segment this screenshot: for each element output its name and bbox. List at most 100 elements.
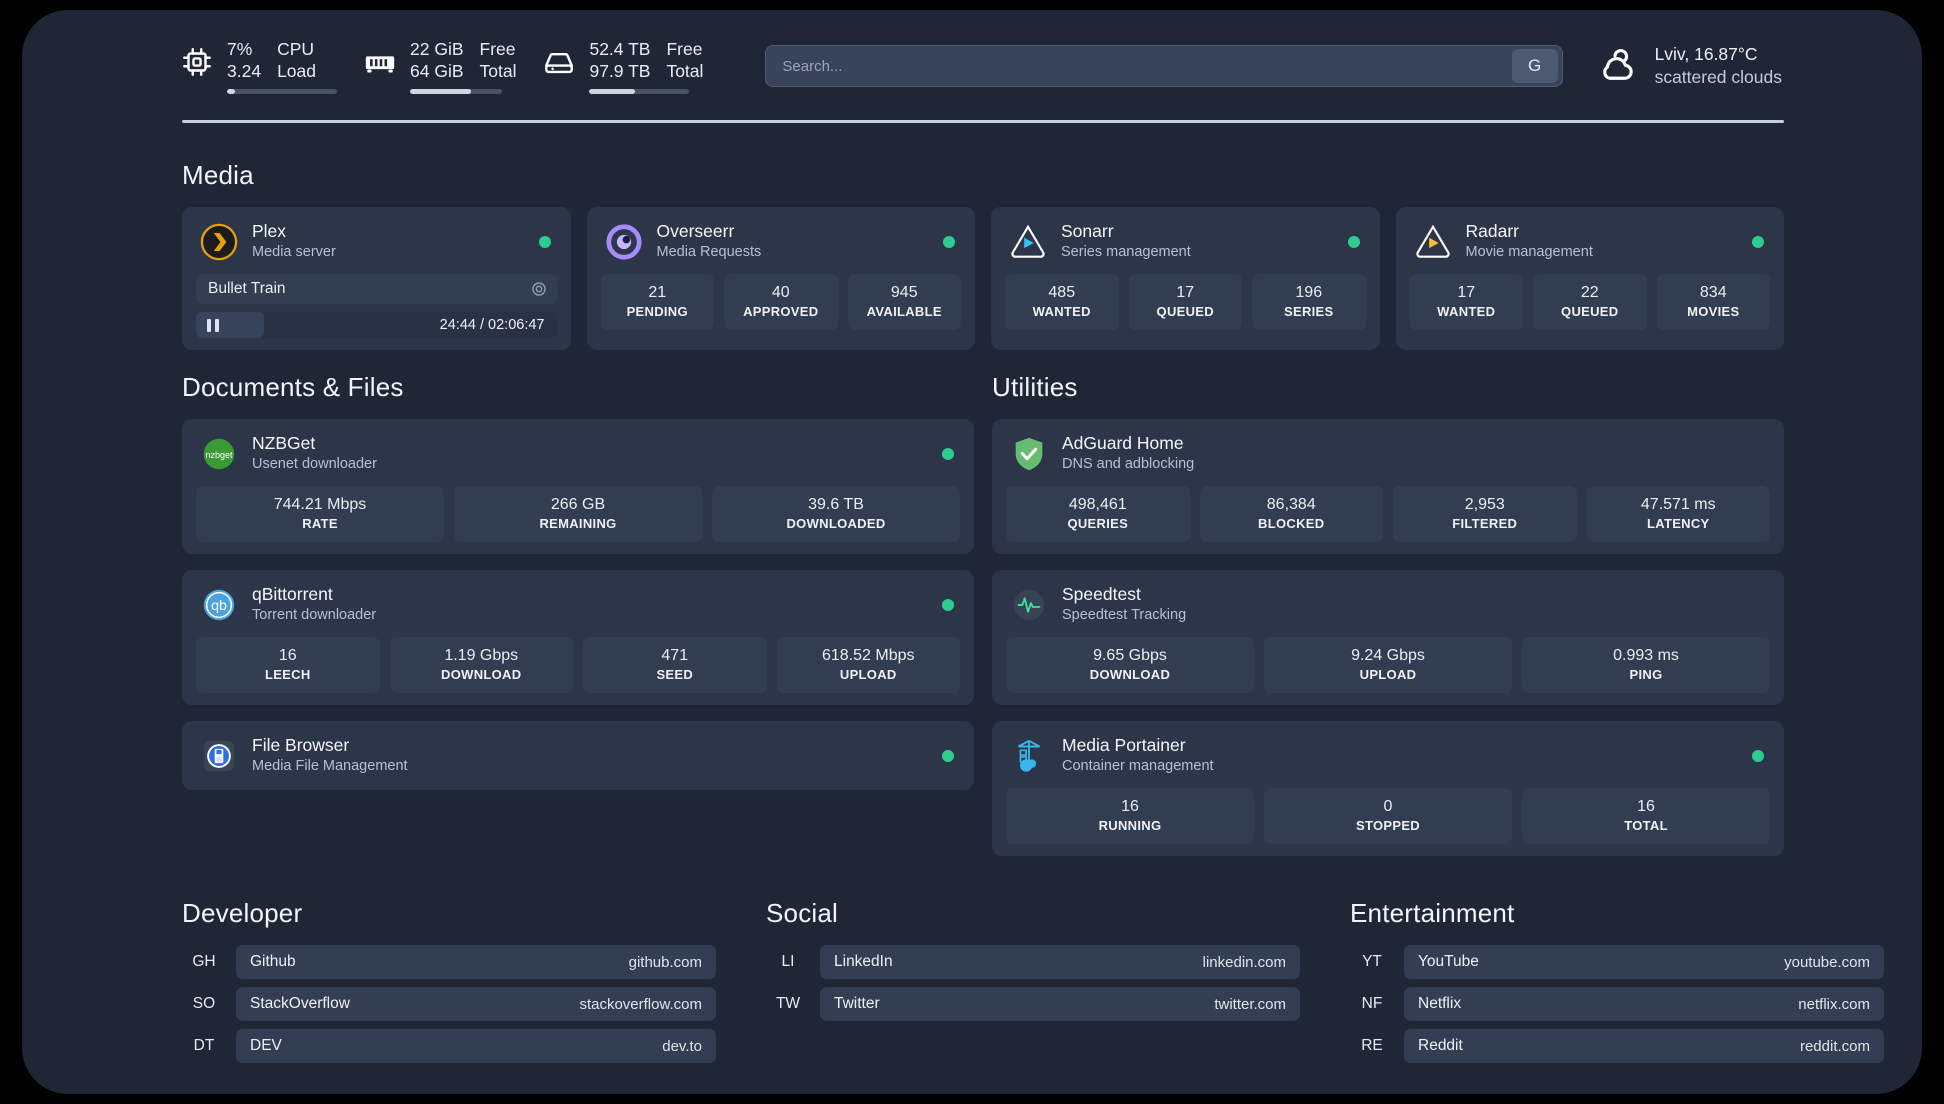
now-playing-progress-bar[interactable]: 24:44 / 02:06:47 [196,312,557,338]
stat-value: 0.993 ms [1613,647,1679,664]
bookmark-group-title: Social [766,898,839,928]
stat-value: 16 [278,647,297,664]
status-indicator [942,598,954,611]
card-header: Sonarr Series management [1005,219,1366,264]
bookmark-link[interactable]: YouTube youtube.com [1404,945,1884,979]
stat-value: 1.19 Gbps [444,647,519,664]
stat-block: 16 LEECH [196,637,380,693]
service-description: Torrent downloader [252,607,377,623]
bookmark-item-twitter[interactable]: TW Twitter twitter.com [766,987,1300,1021]
cpu-usage-value: 7% [227,39,253,59]
stat-block: 47.571 ms LATENCY [1586,486,1770,542]
card-header: Media Portainer Container management [1006,733,1770,778]
now-playing: Bullet Train 24:44 / 02:06:47 [196,274,557,338]
card-header: Speedtest Speedtest Tracking [1006,582,1770,627]
stat-value: 47.571 ms [1640,496,1716,513]
bookmark-item-reddit[interactable]: RE Reddit reddit.com [1350,1029,1884,1063]
bookmark-list: YT YouTube youtube.com NF Netflix netfli… [1350,945,1884,1063]
service-description: Container management [1062,758,1214,774]
bookmark-item-stackoverflow[interactable]: SO StackOverflow stackoverflow.com [182,987,716,1021]
stat-value: 834 [1699,284,1727,301]
bookmark-link[interactable]: DEV dev.to [236,1029,716,1063]
bookmark-item-github[interactable]: GH Github github.com [182,945,716,979]
bookmark-link[interactable]: Github github.com [236,945,716,979]
bookmark-link[interactable]: Netflix netflix.com [1404,987,1884,1021]
radarr-icon [1414,223,1452,261]
filebrowser-icon [200,737,238,775]
resource-disk: 52.4 TB 97.9 TB Free Total [542,38,729,94]
stat-label: MOVIES [1687,304,1740,319]
sonarr-icon [1009,223,1047,261]
nzbget-icon: nzbget [200,435,238,473]
bookmark-link[interactable]: LinkedIn linkedin.com [820,945,1300,979]
search-engine-button[interactable]: G [1511,49,1558,83]
stat-block: 0.993 ms PING [1522,637,1770,693]
stat-value: 471 [661,647,689,664]
stat-label: RUNNING [1098,818,1162,833]
section-title-media: Media [182,160,254,190]
cpu-icon [180,45,214,79]
bookmark-group-developer: Developer GH Github github.com SO StackO… [182,898,716,1063]
stat-block: 618.52 Mbps UPLOAD [776,637,960,693]
service-card-filebrowser[interactable]: File Browser Media File Management [182,721,974,790]
service-card-nzbget[interactable]: nzbget NZBGet Usenet downloader 74 [182,419,974,554]
stat-value: 744.21 Mbps [273,496,367,513]
stat-label: STOPPED [1356,818,1420,833]
stat-label: SERIES [1284,304,1334,319]
stat-label: UPLOAD [1359,667,1417,682]
service-stats: 744.21 Mbps RATE 266 GB REMAINING 39.6 T… [196,486,960,542]
section-title-documents: Documents & Files [182,372,404,402]
service-card-radarr[interactable]: Radarr Movie management 17 WANTED 22 QUE… [1395,207,1784,350]
service-card-speedtest[interactable]: Speedtest Speedtest Tracking 9.65 Gbps D… [992,570,1784,705]
stat-block: 16 TOTAL [1522,788,1770,844]
service-card-portainer[interactable]: Media Portainer Container management 16 … [992,721,1784,856]
service-card-plex[interactable]: Plex Media server Bullet Train [182,207,571,350]
service-card-overseerr[interactable]: Overseerr Media Requests 21 PENDING 40 A… [586,207,975,350]
section-title-utilities: Utilities [992,372,1078,402]
bookmark-abbr: TW [775,995,801,1012]
stat-label: QUEUED [1156,304,1214,319]
stat-block: 485 WANTED [1005,274,1119,330]
service-description: DNS and adblocking [1062,456,1195,472]
bookmark-item-youtube[interactable]: YT YouTube youtube.com [1350,945,1884,979]
bookmark-link[interactable]: Reddit reddit.com [1404,1029,1884,1063]
stat-block: 39.6 TB DOWNLOADED [712,486,960,542]
cpu-load-label: Load [277,61,316,81]
service-card-qbittorrent[interactable]: qb qBittorrent Torrent downloader [182,570,974,705]
stat-block: 21 PENDING [600,274,714,330]
stat-value: 498,461 [1068,496,1127,513]
bookmark-item-dev[interactable]: DT DEV dev.to [182,1029,716,1063]
column-utilities: Utilities AdGuard Home [992,372,1784,856]
service-card-sonarr[interactable]: Sonarr Series management 485 WANTED 17 Q… [991,207,1380,350]
disk-total-value: 97.9 TB [589,61,651,81]
search-input[interactable] [766,46,1512,86]
service-name: Media Portainer [1062,735,1186,755]
bookmark-link[interactable]: StackOverflow stackoverflow.com [236,987,716,1021]
card-header: nzbget NZBGet Usenet downloader [196,431,960,476]
stat-value: 17 [1176,284,1195,301]
cast-icon[interactable] [531,281,547,297]
disk-total-label: Total [666,61,704,81]
stat-block: 86,384 BLOCKED [1199,486,1383,542]
search-bar[interactable]: G [765,45,1563,87]
bookmark-item-netflix[interactable]: NF Netflix netflix.com [1350,987,1884,1021]
bookmark-name: DEV [250,1037,282,1054]
stat-label: RATE [302,516,338,531]
service-stats: 485 WANTED 17 QUEUED 196 SERIES [1005,274,1366,330]
pause-icon[interactable] [207,318,219,332]
cpu-load-value: 3.24 [227,61,262,81]
bookmark-link[interactable]: Twitter twitter.com [820,987,1300,1021]
service-card-adguard[interactable]: AdGuard Home DNS and adblocking 498,461 … [992,419,1784,554]
bookmark-abbr: NF [1361,995,1383,1012]
card-header: Radarr Movie management [1410,219,1771,264]
service-name: File Browser [252,735,350,755]
cloud-icon [1597,45,1639,87]
bookmark-url: twitter.com [1214,995,1286,1013]
weather-widget[interactable]: Lviv, 16.87°C scattered clouds [1597,43,1782,89]
bookmark-item-linkedin[interactable]: LI LinkedIn linkedin.com [766,945,1300,979]
stat-label: QUERIES [1067,516,1129,531]
service-name: Radarr [1465,221,1520,241]
stat-label: WANTED [1032,304,1091,319]
service-description: Media Requests [656,244,762,260]
stat-block: 17 WANTED [1409,274,1523,330]
